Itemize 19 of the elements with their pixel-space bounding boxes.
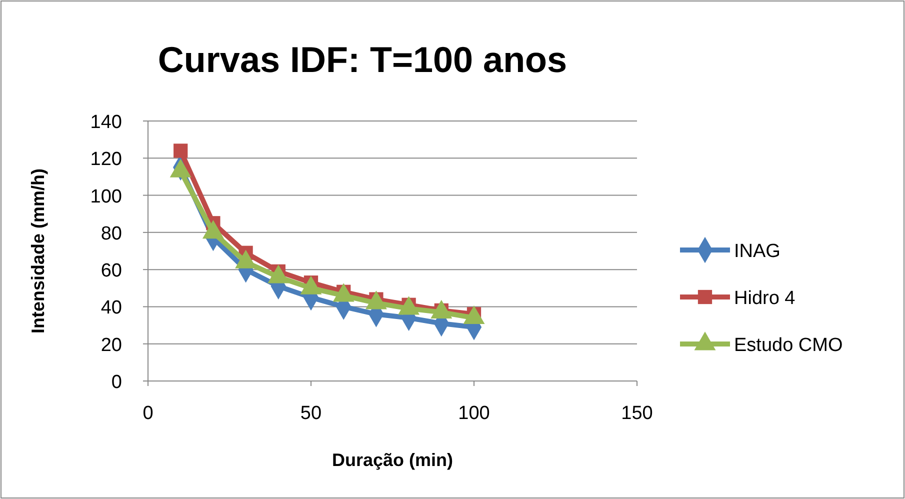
x-axis-title: Duração (min): [332, 450, 454, 470]
y-tick-label: 0: [111, 372, 122, 393]
legend-label: Hidro 4: [734, 288, 796, 309]
point: [174, 144, 188, 158]
legend-label: INAG: [734, 241, 780, 262]
y-tick-label: 60: [100, 260, 122, 282]
x-tick-label: 0: [142, 403, 154, 424]
y-tick-label: 40: [100, 298, 122, 319]
y-tick-label: 80: [100, 223, 122, 244]
x-tick-label: 50: [300, 403, 322, 424]
y-tick-label: 140: [90, 112, 122, 133]
y-axis-title: Intensidade (mm/h): [28, 168, 48, 334]
y-tick-label: 20: [100, 334, 122, 356]
legend-label: Estudo CMO: [734, 335, 843, 356]
chart-title: Curvas IDF: T=100 anos: [158, 39, 568, 80]
x-tick-label: 100: [458, 403, 490, 424]
y-tick-label: 100: [90, 186, 122, 208]
y-tick-label: 120: [90, 149, 122, 170]
x-tick-label: 150: [621, 403, 653, 424]
